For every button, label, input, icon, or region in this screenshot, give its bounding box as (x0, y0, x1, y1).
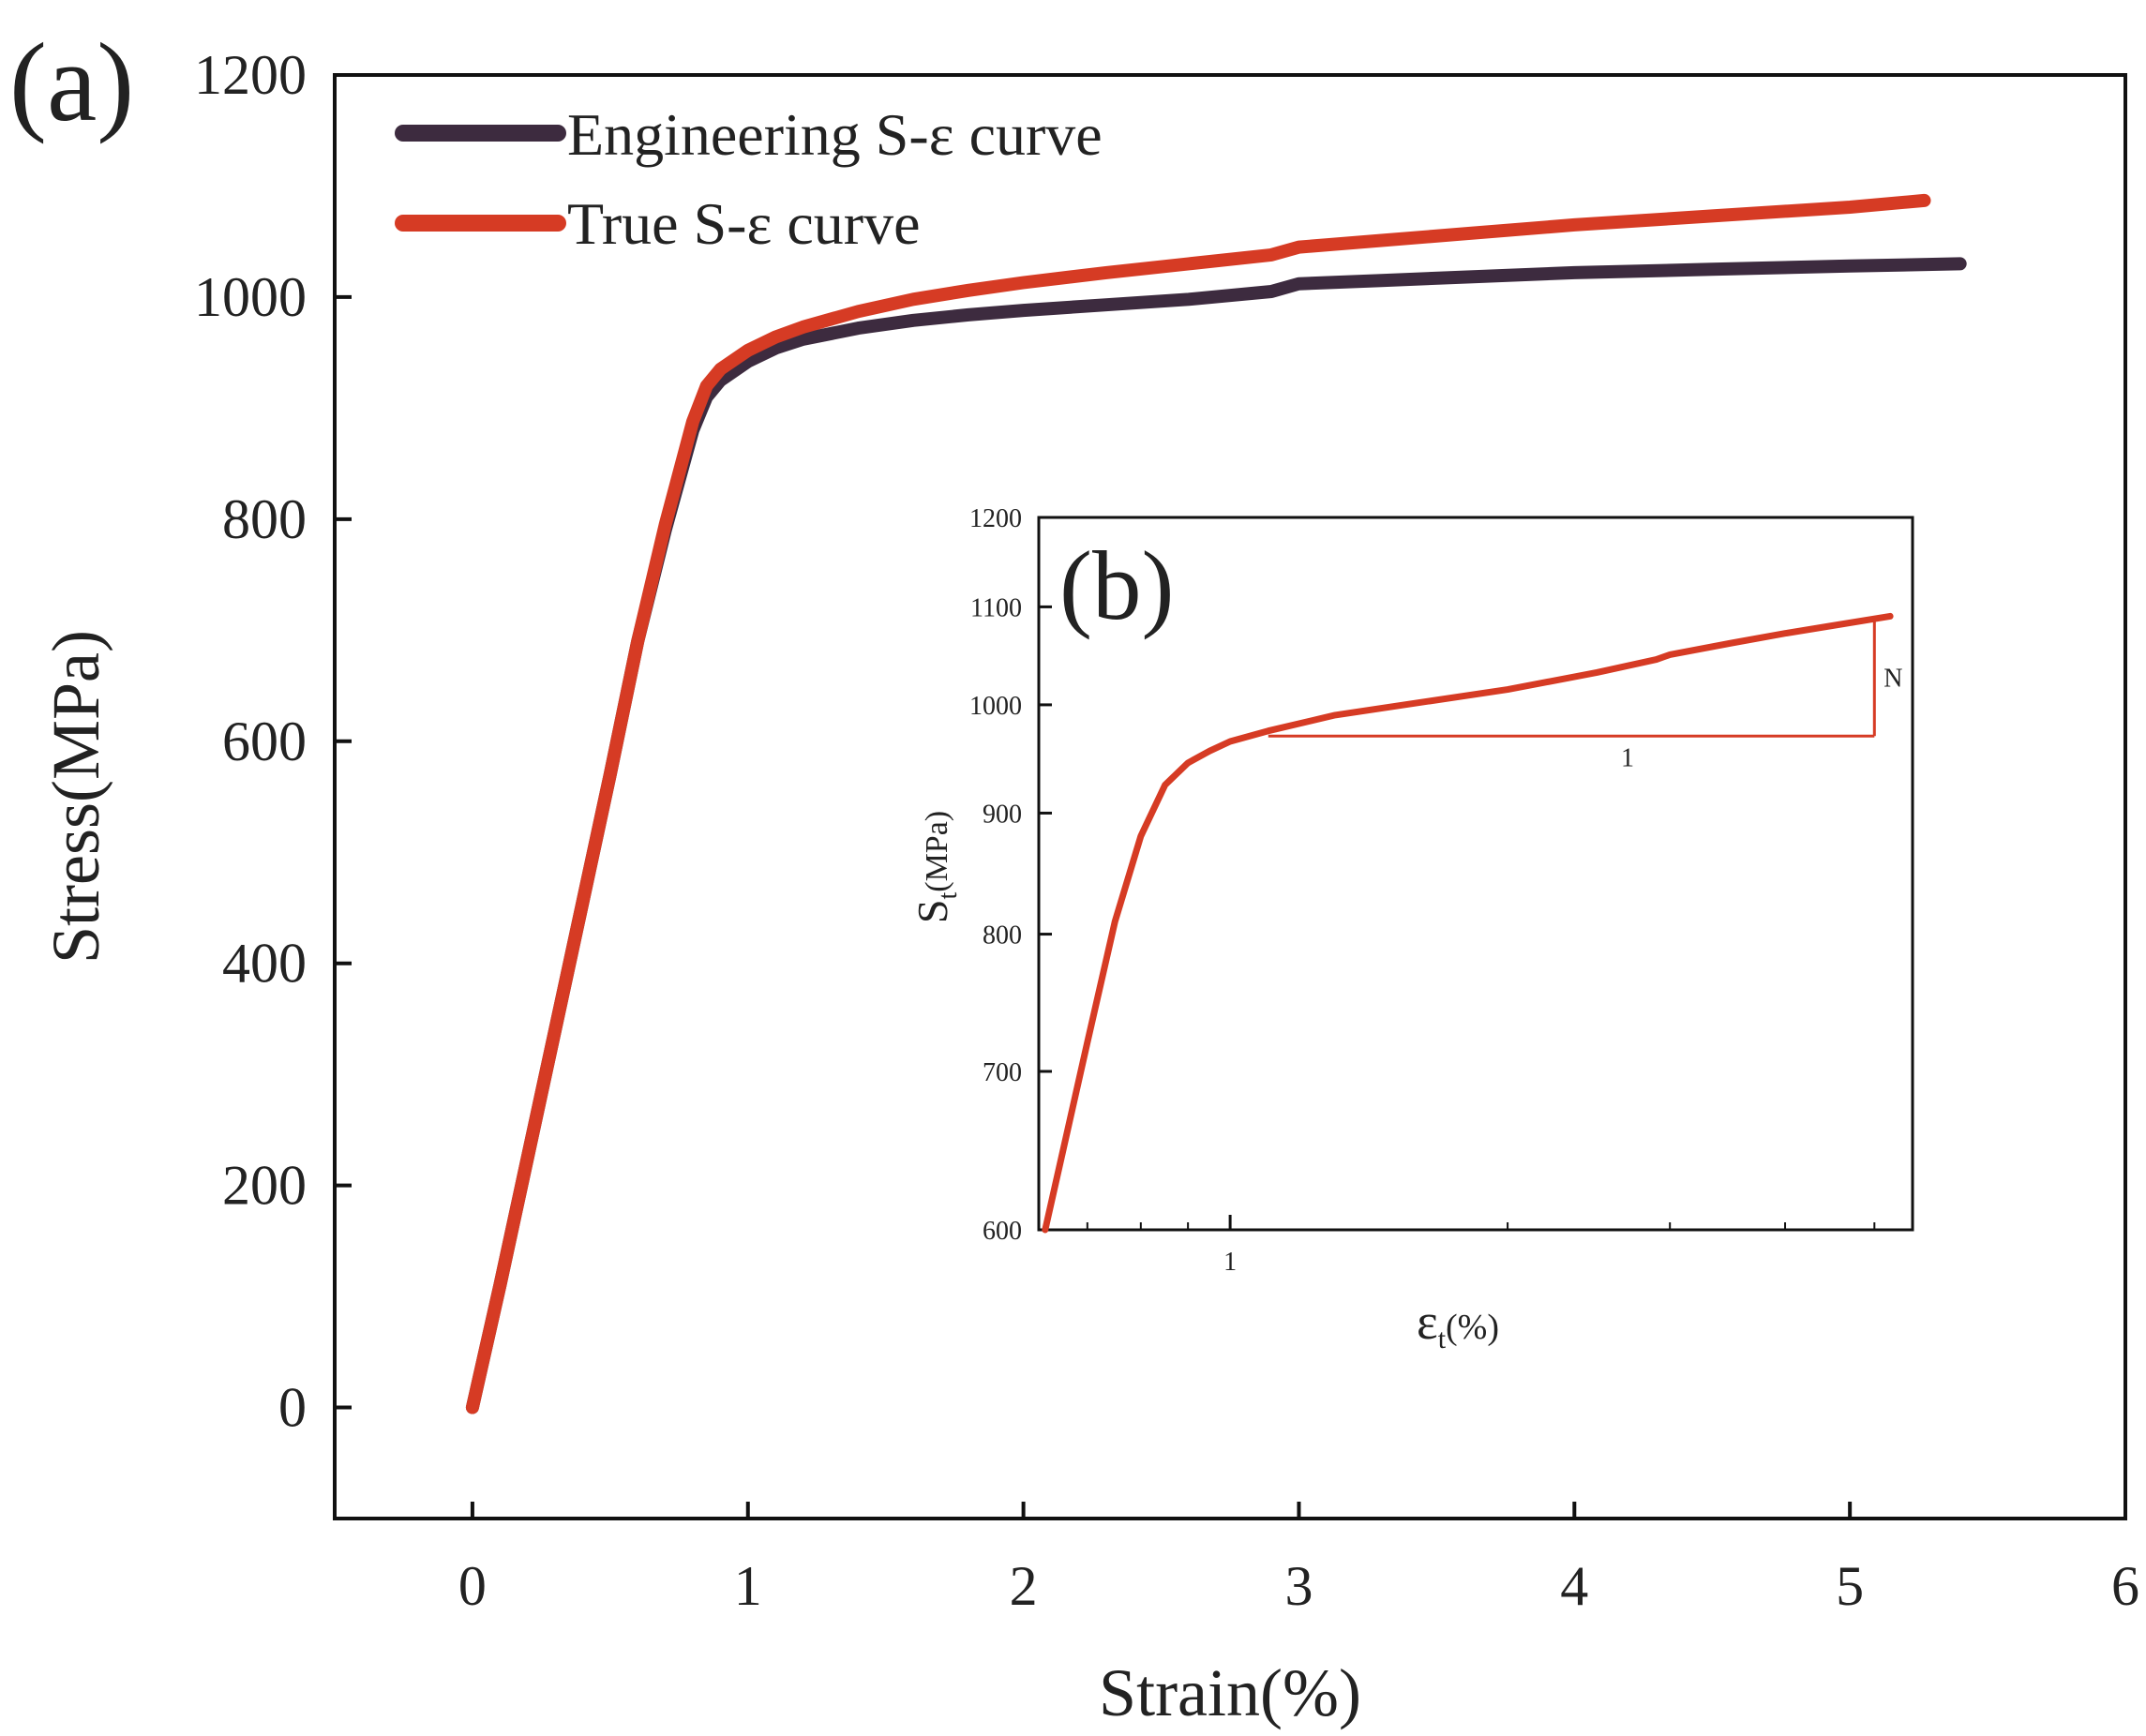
true-curve-line (465, 193, 1931, 1414)
inset-y-tick-label: 1000 (969, 692, 1022, 721)
inset-plot-frame (1037, 516, 1914, 1232)
slope-rise-label: N (1883, 664, 1902, 693)
slope-run-label: 1 (1621, 743, 1634, 772)
inset-x-axis-subscript: t (1438, 1324, 1447, 1354)
main-plot-frame (333, 73, 2127, 1520)
main-y-tick-label: 400 (222, 933, 307, 995)
legend-label-engineering: Engineering S-ε curve (567, 101, 1103, 168)
main-y-tick-label: 600 (222, 711, 307, 772)
inset-y-axis-label: St(MPa) (908, 811, 963, 923)
main-x-tick-label: 5 (1836, 1555, 1864, 1617)
main-y-tick-label: 200 (222, 1155, 307, 1217)
inset-y-tick-label: 800 (983, 921, 1022, 950)
main-series-group (465, 193, 1967, 1414)
main-chart: (a) 0 1 2 3 4 5 6 0 200 400 600 800 1000 1200 Strain… (9, 20, 2139, 1730)
main-x-tick-label: 1 (734, 1555, 762, 1617)
main-y-tick-label: 0 (278, 1377, 307, 1439)
inset-y-tick-label: 700 (983, 1058, 1022, 1087)
main-x-tick-label: 4 (1560, 1555, 1588, 1617)
inset-y-tick-label: 900 (983, 800, 1022, 829)
inset-y-axis-unit: (MPa) (920, 811, 954, 892)
main-y-tick-label: 800 (222, 488, 307, 550)
main-x-tick-label: 6 (2111, 1555, 2139, 1617)
inset-true-curve-line (1042, 612, 1894, 1234)
main-y-axis: 0 200 400 600 800 1000 1200 (194, 44, 352, 1439)
main-x-tick-label: 3 (1284, 1555, 1313, 1617)
inset-y-tick-label: 1200 (969, 504, 1022, 533)
inset-y-axis: 600 700 800 900 1000 1100 1200 (969, 504, 1052, 1246)
inset-x-tick-label: 1 (1223, 1248, 1237, 1277)
legend: Engineering S-ε curve True S-ε curve (395, 101, 1103, 257)
main-x-tick-label: 2 (1010, 1555, 1038, 1617)
main-x-axis-label: Strain(%) (1099, 1655, 1361, 1730)
inset-y-tick-label: 1100 (970, 593, 1022, 622)
panel-b-label: (b) (1059, 531, 1174, 640)
inset-x-axis: 1 (1086, 1215, 1876, 1277)
main-x-tick-label: 0 (458, 1555, 487, 1617)
inset-series-group (1042, 612, 1894, 1234)
inset-x-axis-unit: (%) (1446, 1308, 1499, 1347)
main-y-tick-label: 1000 (194, 266, 307, 328)
panel-a-label: (a) (9, 20, 134, 144)
legend-label-true: True S-ε curve (567, 190, 920, 257)
main-x-axis: 0 1 2 3 4 5 6 (458, 1502, 2139, 1617)
inset-y-axis-subscript: t (934, 892, 963, 900)
main-y-axis-label: Stress(MPa) (38, 630, 113, 964)
inset-y-axis-symbol: S (908, 900, 956, 924)
inset-y-tick-label: 600 (983, 1217, 1022, 1246)
inset-x-axis-label: εt(%) (1417, 1294, 1499, 1354)
inset-x-axis-symbol: ε (1417, 1294, 1438, 1350)
slope-triangle: 1N (1268, 618, 1903, 772)
main-y-tick-label: 1200 (194, 44, 307, 106)
